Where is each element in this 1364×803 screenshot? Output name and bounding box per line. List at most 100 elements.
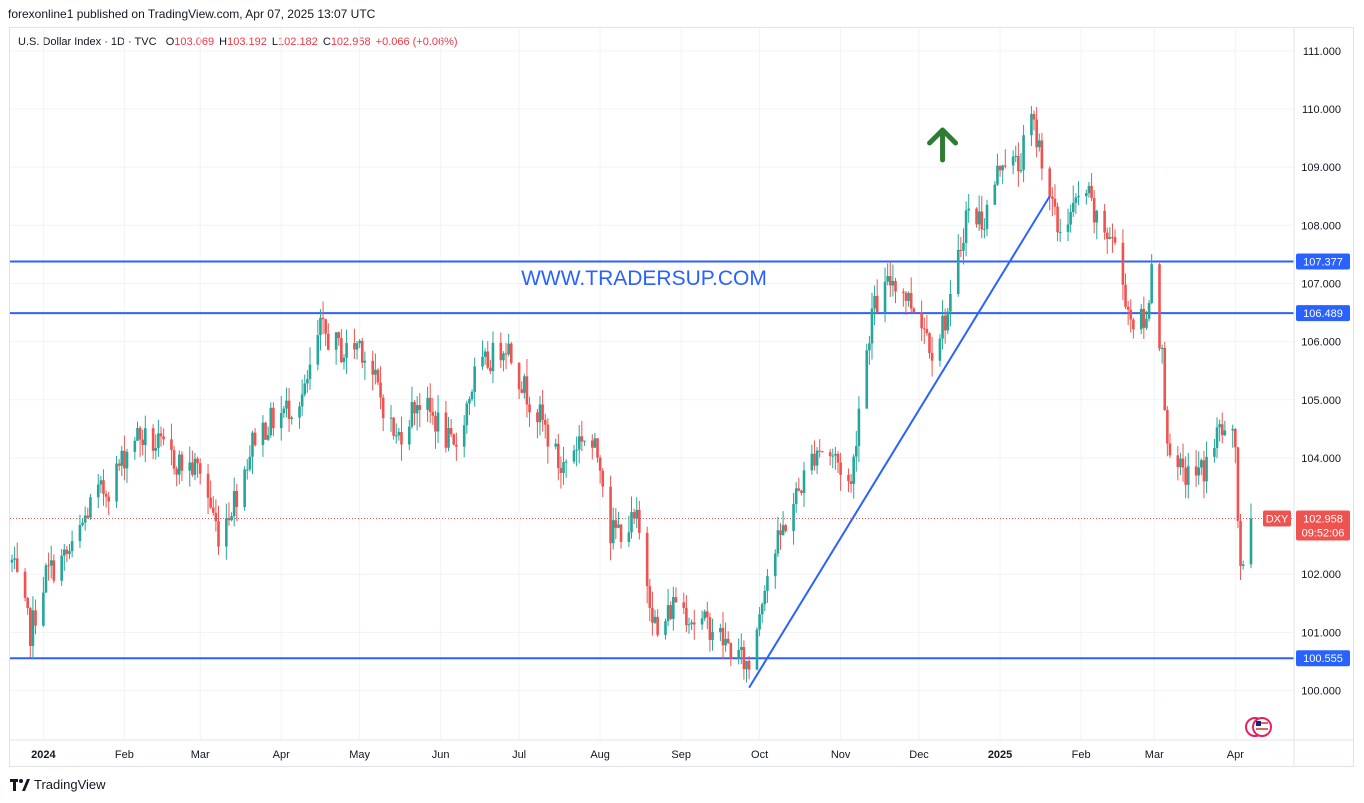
candle (1213, 438, 1216, 463)
candle (303, 374, 307, 397)
candle-body (509, 343, 513, 363)
candle-body (703, 611, 706, 619)
candle-body (1231, 428, 1235, 431)
candle (1077, 181, 1080, 206)
candle (590, 434, 594, 460)
candle-body (1139, 308, 1143, 330)
candle (62, 544, 66, 571)
candle-body (729, 642, 733, 660)
candle-body (653, 616, 657, 623)
candle (154, 434, 158, 460)
candle (308, 347, 312, 390)
candle-body (938, 338, 942, 361)
ohlc-legend: U.S. Dollar Index · 1D · TVC O103.069 H1… (18, 36, 458, 48)
candle (455, 432, 458, 461)
candle-body (745, 660, 748, 670)
candle-body (562, 462, 565, 473)
candle (888, 261, 892, 297)
candle (611, 507, 615, 550)
candle-body (815, 450, 819, 466)
candle (1200, 458, 1203, 476)
candle-body (321, 317, 325, 320)
candle-body (980, 211, 984, 230)
candle-body (159, 433, 163, 437)
candle (1121, 229, 1125, 301)
candle-body (392, 417, 395, 436)
candle (1166, 406, 1169, 457)
candle (397, 427, 401, 441)
symbol-tag (1263, 510, 1291, 527)
candle-body (376, 369, 380, 383)
candle-body (998, 165, 1002, 171)
candle-body (232, 490, 236, 517)
candle (739, 633, 743, 665)
candle (980, 195, 984, 239)
candle (1103, 204, 1106, 240)
candle-body (1051, 196, 1054, 199)
candle (436, 395, 440, 443)
chart-frame[interactable] (9, 27, 1354, 767)
candle (985, 199, 989, 237)
axes: 100.000101.000102.000103.000104.000105.0… (10, 28, 1354, 767)
candle-body (1166, 410, 1169, 444)
candle-body (180, 454, 184, 471)
candle-body (47, 565, 50, 567)
candle-body (68, 551, 71, 554)
candle-body (902, 291, 905, 293)
candle (1019, 153, 1023, 174)
x-tick-label: Aug (590, 749, 610, 761)
candle-body (504, 353, 508, 355)
candle (894, 277, 897, 304)
flag-canton (1256, 721, 1261, 726)
candle (836, 451, 840, 474)
candle-body (572, 450, 576, 462)
candle (269, 402, 273, 438)
candle (520, 381, 524, 394)
candle-body (630, 512, 633, 533)
tradingview-brand[interactable]: TradingView (10, 777, 106, 792)
candle-body (865, 350, 869, 409)
candle (1069, 204, 1072, 233)
candle-body (601, 470, 605, 487)
candle-body (891, 280, 895, 286)
candle (810, 444, 814, 475)
candle-body (1142, 308, 1146, 328)
candle (26, 596, 29, 615)
candle (557, 433, 560, 481)
candle-body (1074, 197, 1078, 203)
candle-body (1200, 460, 1203, 468)
candle-body (773, 553, 777, 577)
candle-body (797, 488, 801, 491)
candle (509, 341, 513, 365)
candle-body (577, 436, 581, 450)
candle (572, 444, 576, 464)
candle (891, 264, 895, 297)
candle (337, 331, 341, 346)
candle (70, 530, 74, 558)
candle (462, 415, 466, 458)
candle (1181, 443, 1185, 482)
candle (1126, 300, 1130, 326)
candle (726, 631, 730, 644)
candle (1176, 446, 1180, 481)
candle (706, 601, 709, 630)
candle (724, 622, 727, 652)
candle (1142, 296, 1146, 340)
candle (1087, 182, 1091, 198)
candle (1218, 419, 1221, 442)
candle (1179, 452, 1182, 476)
level-price-label: 100.555 (1303, 653, 1343, 665)
candle-body (692, 622, 696, 625)
candle-body (648, 586, 652, 608)
candle-body (1048, 168, 1052, 197)
candle-body (285, 400, 288, 409)
candle-body (870, 308, 874, 344)
candle (847, 468, 850, 493)
candle (946, 307, 950, 335)
candle-body (1030, 114, 1033, 136)
candle (983, 218, 986, 239)
candle (907, 291, 910, 307)
candle (159, 426, 163, 447)
candle-body (690, 622, 693, 625)
